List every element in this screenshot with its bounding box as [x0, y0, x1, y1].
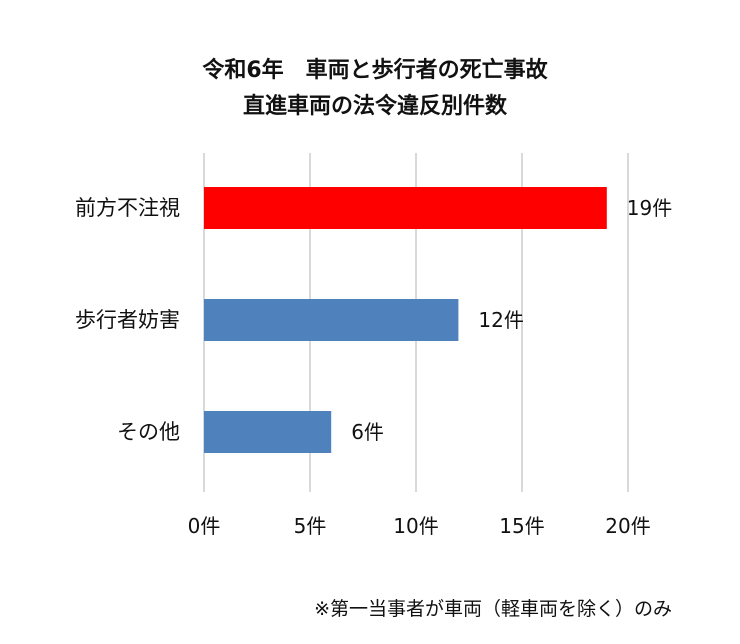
category-label-1: 前方不注視 [75, 196, 180, 220]
category-label-2: 歩行者妨害 [75, 308, 180, 332]
data-label-3: 6件 [351, 420, 384, 444]
chart-title-line-2: 直進車両の法令違反別件数 [243, 93, 508, 119]
footnote: ※第一当事者が車両（軽車両を除く）のみ [314, 598, 672, 620]
bar-2 [204, 299, 459, 341]
x-tick-label-15: 15件 [499, 514, 544, 538]
x-tick-label-20: 20件 [605, 514, 650, 538]
bar-3 [204, 411, 332, 453]
bar-1 [204, 187, 607, 229]
x-tick-label-0: 0件 [188, 514, 221, 538]
x-tick-label-10: 10件 [393, 514, 438, 538]
data-label-2: 12件 [478, 308, 523, 332]
category-label-3: その他 [117, 420, 180, 444]
data-label-1: 19件 [627, 196, 672, 220]
chart-title-line-1: 令和6年 車両と歩行者の死亡事故 [202, 57, 548, 83]
x-tick-label-5: 5件 [294, 514, 327, 538]
